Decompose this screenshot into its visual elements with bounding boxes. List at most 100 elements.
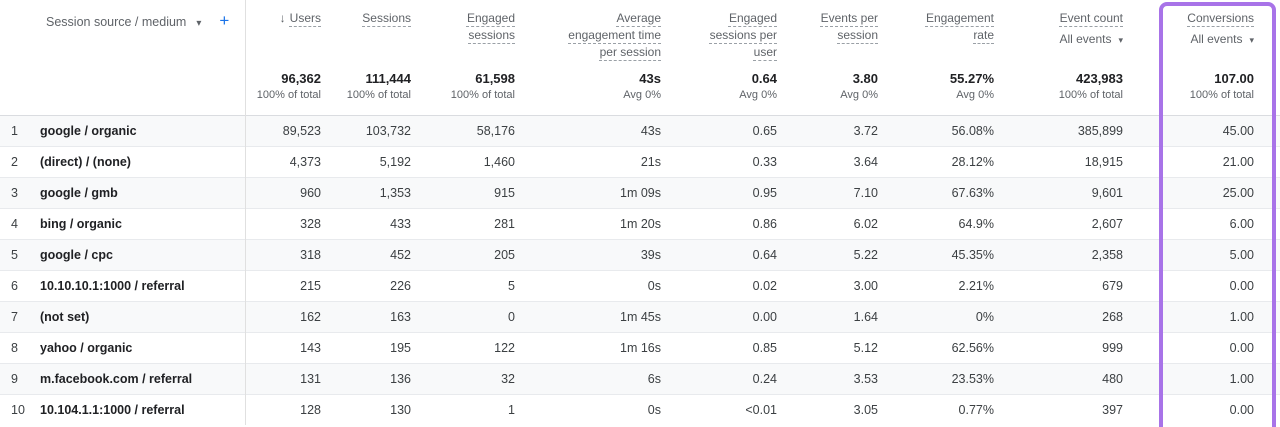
cell-events_per_session: 5.12 — [853, 340, 878, 355]
column-header-label[interactable]: Conversions — [1187, 11, 1254, 25]
cell-conversions: 1.00 — [1229, 371, 1254, 386]
column-header-engaged_sessions_per_user[interactable]: Engaged sessions per user — [675, 0, 791, 62]
cell-sessions: 226 — [390, 278, 411, 293]
cell-events_per_session: 6.02 — [853, 216, 878, 231]
cell-sessions: 130 — [390, 402, 411, 417]
row-index: 2 — [11, 154, 18, 169]
cell-avg_engagement_time: 0s — [647, 278, 661, 293]
row-index: 5 — [11, 247, 18, 262]
cell-engaged_sessions: 1,460 — [483, 154, 515, 169]
cell-event_count: 397 — [1102, 402, 1123, 417]
table-row: 4 bing / organic 328 433 281 1m 20s 0.86 6.02 64… — [0, 208, 1280, 239]
column-filter-label[interactable]: All events — [1059, 32, 1112, 46]
cell-engagement_rate: 45.35% — [951, 247, 994, 262]
cell-engaged_sessions: 0 — [508, 309, 515, 324]
row-index: 4 — [11, 216, 18, 231]
row-index: 1 — [11, 123, 18, 138]
dimension-value: 10.104.1.1:1000 / referral — [40, 402, 185, 417]
cell-sessions: 452 — [390, 247, 411, 262]
total-value: 61,598 — [475, 71, 515, 86]
total-sublabel: Avg 0% — [956, 89, 994, 101]
cell-users: 89,523 — [244, 115, 335, 146]
cell-event_count: 2,607 — [1091, 216, 1123, 231]
row-index: 9 — [11, 371, 18, 386]
column-header-users[interactable]: ↓ Users — [244, 0, 335, 62]
total-avg_engagement_time: 43s Avg 0% — [529, 62, 675, 115]
column-header-label[interactable]: Users — [289, 11, 321, 25]
cell-engagement_rate: 28.12% — [951, 154, 994, 169]
dimension-value: google / cpc — [40, 247, 113, 262]
column-header-avg_engagement_time[interactable]: Average engagement time per session — [529, 0, 675, 62]
cell-conversions: 21.00 — [1222, 154, 1254, 169]
cell-engaged_sessions_per_user: 0.65 — [752, 123, 777, 138]
cell-engagement_rate: 64.9% — [958, 216, 994, 231]
cell-users: 318 — [244, 239, 335, 270]
cell-event_count: 480 — [1102, 371, 1123, 386]
column-filter-event_count[interactable]: All events ▾ — [1012, 31, 1123, 49]
cell-sessions: 433 — [390, 216, 411, 231]
dimension-column-header[interactable]: Session source / medium ▾ + — [0, 0, 245, 62]
column-header-engaged_sessions[interactable]: Engaged sessions — [425, 0, 529, 62]
column-header-label[interactable]: Sessions — [362, 11, 411, 25]
total-sublabel: 100% of total — [1189, 89, 1254, 101]
column-header-conversions[interactable]: Conversions All events ▾ — [1137, 0, 1280, 62]
column-filter-label[interactable]: All events — [1190, 32, 1243, 46]
add-dimension-icon[interactable]: + — [219, 11, 230, 30]
cell-engaged_sessions: 122 — [494, 340, 515, 355]
column-header-label[interactable]: Event count — [1059, 11, 1123, 25]
row-index: 8 — [11, 340, 18, 355]
total-value: 43s — [639, 71, 661, 86]
column-header-label[interactable]: Engaged sessions per user — [709, 11, 777, 59]
cell-conversions: 0.00 — [1229, 402, 1254, 417]
cell-event_count: 385,899 — [1077, 123, 1123, 138]
cell-engaged_sessions: 5 — [508, 278, 515, 293]
row-index: 7 — [11, 309, 18, 324]
cell-conversions: 0.00 — [1229, 340, 1254, 355]
sort-descending-icon[interactable]: ↓ — [279, 11, 286, 25]
column-header-sessions[interactable]: Sessions — [335, 0, 425, 62]
cell-engaged_sessions_per_user: <0.01 — [745, 402, 777, 417]
cell-event_count: 2,358 — [1091, 247, 1123, 262]
column-header-events_per_session[interactable]: Events per session — [791, 0, 892, 62]
table-body: 1 google / organic 89,523 103,732 58,176 43s 0… — [0, 115, 1280, 425]
cell-engaged_sessions: 281 — [494, 216, 515, 231]
column-header-label[interactable]: Engaged sessions — [466, 11, 515, 42]
cell-engaged_sessions_per_user: 0.64 — [752, 247, 777, 262]
chevron-down-icon[interactable]: ▾ — [1249, 35, 1254, 45]
cell-users: 162 — [244, 301, 335, 332]
column-header-engagement_rate[interactable]: Engagement rate — [892, 0, 1008, 62]
cell-sessions: 103,732 — [365, 123, 411, 138]
total-value: 423,983 — [1076, 71, 1123, 86]
cell-avg_engagement_time: 1m 09s — [620, 185, 661, 200]
header-row: Session source / medium ▾ + ↓ Users Sessions… — [0, 0, 1280, 62]
total-users: 96,362 100% of total — [244, 62, 335, 115]
chevron-down-icon[interactable]: ▾ — [1118, 35, 1123, 45]
column-header-label[interactable]: Events per session — [820, 11, 878, 42]
cell-events_per_session: 7.10 — [853, 185, 878, 200]
dimension-value: google / gmb — [40, 185, 118, 200]
column-header-event_count[interactable]: Event count All events ▾ — [1008, 0, 1137, 62]
cell-engagement_rate: 0% — [975, 309, 994, 324]
dimension-header-label[interactable]: Session source / medium — [46, 15, 187, 29]
total-event_count: 423,983 100% of total — [1008, 62, 1137, 115]
column-filter-conversions[interactable]: All events ▾ — [1141, 31, 1254, 49]
cell-conversions: 1.00 — [1229, 309, 1254, 324]
cell-engaged_sessions: 58,176 — [476, 123, 515, 138]
cell-conversions: 5.00 — [1229, 247, 1254, 262]
table-row: 6 10.10.10.1:1000 / referral 215 226 5 0s 0.02… — [0, 270, 1280, 301]
total-sublabel: 100% of total — [1058, 89, 1123, 101]
cell-conversions: 45.00 — [1222, 123, 1254, 138]
cell-engagement_rate: 2.21% — [958, 278, 994, 293]
cell-engagement_rate: 62.56% — [951, 340, 994, 355]
chevron-down-icon[interactable]: ▾ — [196, 18, 202, 29]
total-engaged_sessions_per_user: 0.64 Avg 0% — [675, 62, 791, 115]
total-value: 107.00 — [1214, 71, 1254, 86]
dimension-value: yahoo / organic — [40, 340, 133, 355]
total-value: 3.80 — [852, 71, 878, 86]
column-header-label[interactable]: Engagement rate — [925, 11, 994, 42]
cell-engaged_sessions: 915 — [494, 185, 515, 200]
cell-users: 131 — [244, 363, 335, 394]
column-header-label[interactable]: Average engagement time per session — [568, 11, 661, 59]
cell-avg_engagement_time: 0s — [647, 402, 661, 417]
